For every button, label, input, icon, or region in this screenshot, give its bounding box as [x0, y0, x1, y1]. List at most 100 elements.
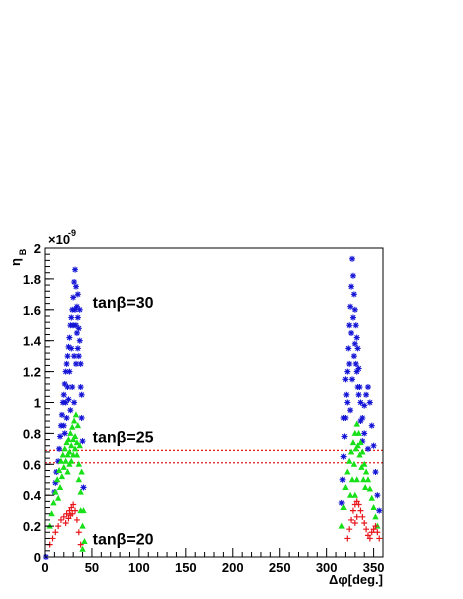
data-point [346, 526, 353, 533]
x-tick-label: 250 [269, 560, 291, 575]
x-axis-title: Δφ[deg.] [329, 572, 383, 587]
y-tick-label: 2 [34, 241, 41, 256]
data-point [61, 380, 68, 387]
data-point [361, 460, 368, 467]
data-point [348, 516, 355, 523]
annotation-label: tanβ=25 [93, 429, 154, 446]
data-point [73, 303, 80, 310]
data-point [350, 291, 357, 298]
data-point [344, 468, 351, 475]
data-point [72, 411, 80, 418]
data-point [71, 432, 79, 439]
data-point [357, 439, 364, 446]
data-point [61, 445, 68, 452]
data-point [65, 343, 72, 350]
data-point [48, 510, 55, 517]
data-point [376, 507, 383, 514]
data-point [360, 476, 367, 483]
y-tick-label: 1 [34, 396, 41, 411]
data-point [357, 418, 364, 425]
y-axis-title: η [8, 258, 23, 266]
data-point [66, 460, 73, 467]
data-point [350, 460, 358, 467]
data-point [49, 535, 56, 542]
x-tick-label: 100 [128, 560, 150, 575]
data-point [355, 501, 362, 508]
data-point [349, 255, 356, 262]
data-point [69, 436, 77, 443]
data-point [62, 399, 69, 406]
data-point [370, 442, 377, 449]
annotation-label: tanβ=30 [93, 295, 154, 312]
data-point [362, 468, 370, 475]
data-point [354, 345, 361, 352]
data-point [372, 513, 379, 520]
data-point [57, 457, 65, 464]
data-point [357, 507, 364, 514]
data-point [72, 306, 79, 313]
y-tick-label: 0.8 [23, 426, 41, 441]
data-point [370, 526, 377, 533]
data-point [64, 353, 71, 360]
data-point [368, 529, 375, 536]
data-point [76, 337, 83, 344]
y-tick-label: 0.4 [23, 488, 42, 503]
data-point [359, 513, 366, 520]
data-point [72, 283, 79, 290]
axes [44, 247, 384, 558]
data-point [340, 414, 347, 421]
data-point [62, 520, 69, 527]
data-point [352, 445, 359, 452]
data-point [77, 541, 84, 548]
data-point [344, 399, 351, 406]
data-point [353, 368, 360, 375]
data-point [346, 457, 353, 464]
data-point [351, 340, 358, 347]
data-point [78, 468, 85, 475]
data-point [55, 458, 62, 465]
data-point [73, 516, 80, 523]
data-point [353, 420, 360, 427]
data-point [366, 535, 373, 542]
data-point [361, 430, 368, 437]
data-point [363, 526, 370, 533]
data-point [75, 460, 82, 467]
data-point [53, 469, 60, 476]
x-tick-label: 150 [175, 560, 197, 575]
data-point [68, 345, 75, 352]
y-tick-label: 1.2 [23, 365, 41, 380]
data-point [66, 368, 73, 375]
data-point [342, 376, 349, 383]
data-point [343, 391, 350, 398]
data-point [56, 483, 64, 490]
data-point [79, 545, 86, 552]
data-point [77, 507, 84, 514]
data-point [344, 368, 351, 375]
data-point [50, 499, 57, 506]
data-point [70, 501, 77, 508]
x-tick-label: 50 [85, 560, 99, 575]
data-point [346, 491, 354, 498]
data-point [63, 510, 70, 517]
data-point [366, 485, 374, 492]
data-point [72, 360, 79, 367]
data-point [59, 451, 67, 458]
data-point [347, 407, 354, 414]
data-point [340, 453, 347, 460]
data-point [361, 520, 368, 527]
data-point [60, 463, 67, 470]
data-point [63, 360, 70, 367]
data-point [60, 391, 67, 398]
data-point [58, 411, 65, 418]
annotations: tanβ=30 tanβ=25 tanβ=20 [93, 295, 154, 548]
y-tick-label: 0 [34, 550, 41, 565]
data-point [346, 360, 353, 367]
data-point [68, 457, 75, 464]
data-point [54, 494, 62, 501]
data-point [77, 488, 84, 495]
data-point [61, 430, 68, 437]
data-point [58, 473, 66, 480]
data-point [76, 442, 83, 449]
data-point [65, 436, 72, 443]
data-point [75, 353, 82, 360]
